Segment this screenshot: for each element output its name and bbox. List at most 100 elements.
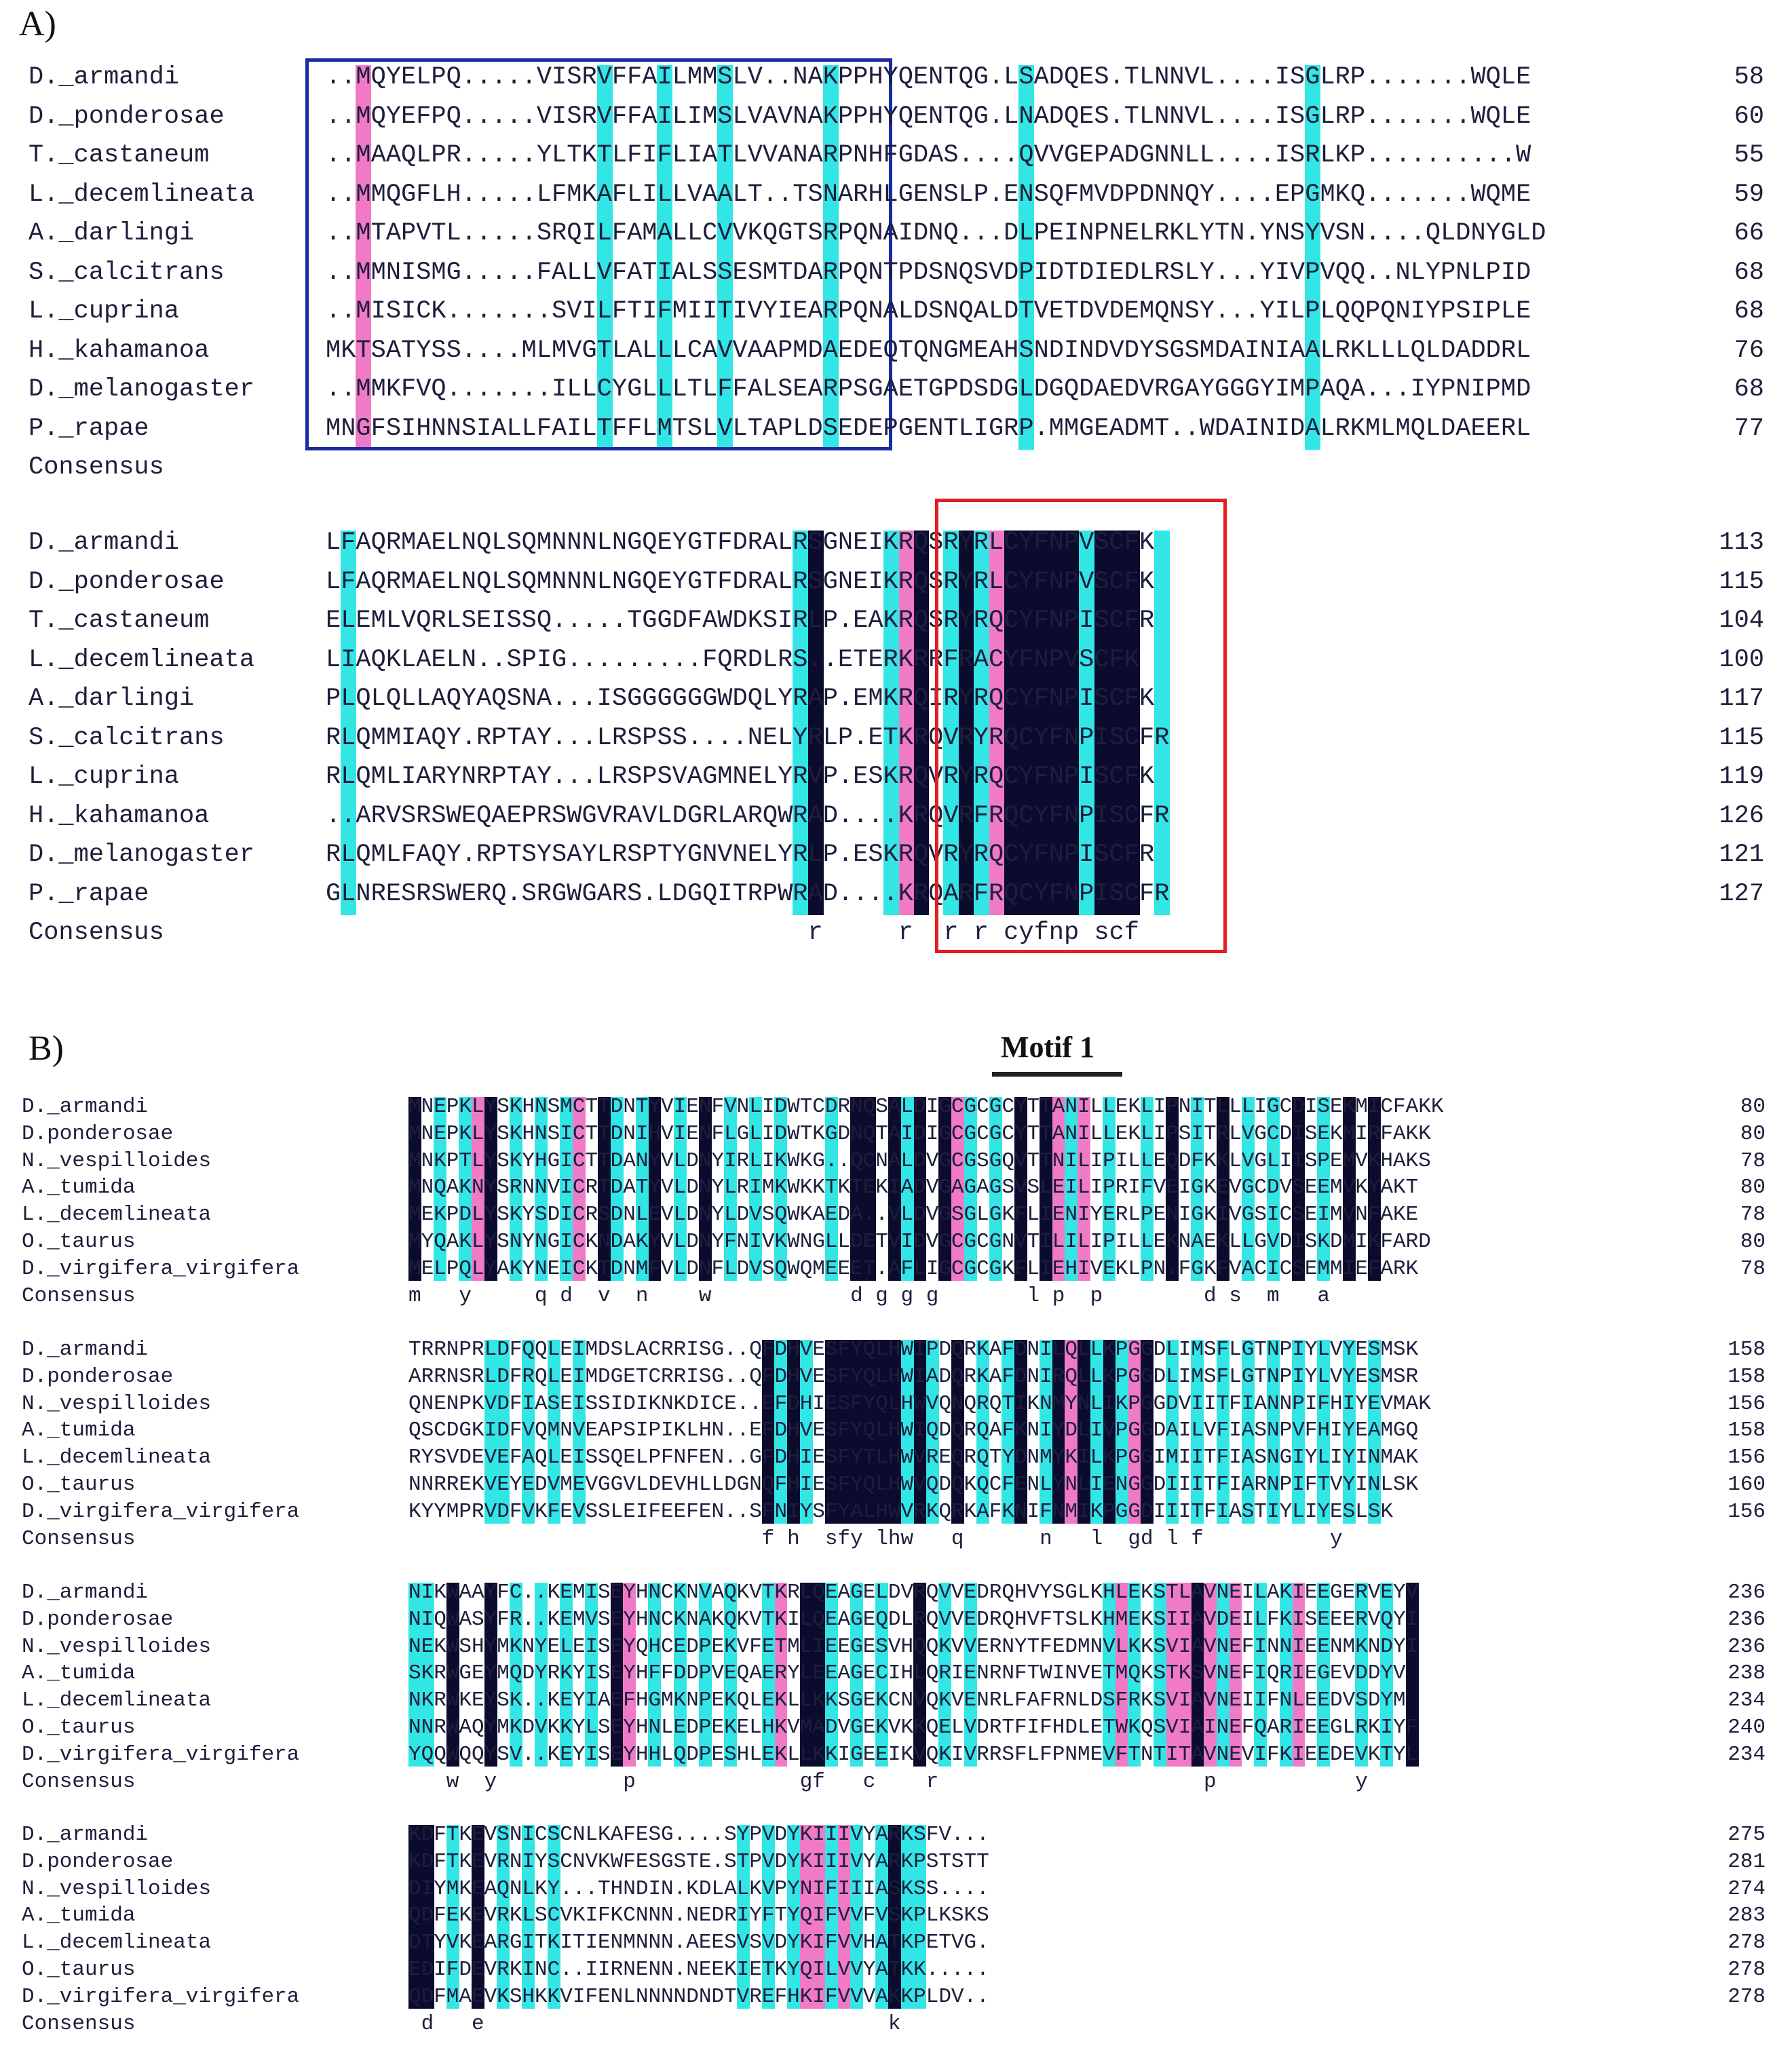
conserved-column-highlight — [1033, 531, 1050, 915]
conserved-column-highlight — [1166, 1097, 1179, 1281]
conserved-column-highlight — [560, 1583, 573, 1767]
conserved-column-highlight — [341, 531, 357, 915]
conserved-column-highlight — [1115, 1583, 1128, 1767]
conserved-column-highlight — [509, 1097, 522, 1281]
sequence: MYQAKLYSNYNGICKNDAKYVLDNYFNIVKWNGLLDETVI… — [408, 1230, 1431, 1254]
residue-count: 275 — [1728, 1823, 1766, 1847]
conserved-column-highlight — [522, 1340, 535, 1524]
conserved-column-highlight — [459, 1097, 472, 1281]
conserved-column-highlight — [598, 1097, 611, 1281]
sequence-name: L._decemlineata — [22, 1931, 212, 1955]
residue-count: 283 — [1728, 1904, 1766, 1928]
sequence-name: A._tumida — [22, 1661, 136, 1686]
sequence: RLQMLIARYNRPTAY...LRSPSVAGMNELYRVP.ESKRQ… — [326, 763, 1155, 791]
sequence-name: L._decemlineata — [28, 645, 255, 674]
residue-count: 236 — [1728, 1634, 1766, 1659]
conserved-column-highlight — [1140, 1097, 1154, 1281]
conserved-column-highlight — [560, 1097, 573, 1281]
conserved-column-highlight — [1241, 1340, 1255, 1524]
sequence-name: D._melanogaster — [28, 841, 255, 869]
sequence-name: A._tumida — [22, 1176, 136, 1200]
motif-1-bar — [992, 1072, 1122, 1077]
conserved-column-highlight — [850, 1340, 864, 1524]
conserved-column-highlight — [888, 1340, 901, 1524]
sequence: RYSVDEVEFAQLEISSQELPFNFEN..GFDHIESFYTLHW… — [408, 1446, 1419, 1470]
residue-count: 113 — [1719, 528, 1764, 557]
residue-count: 126 — [1719, 801, 1764, 830]
residue-count: 236 — [1728, 1581, 1766, 1604]
conserved-column-highlight — [898, 531, 914, 915]
residue-count: 234 — [1728, 1689, 1766, 1713]
sequence-name: D.ponderosae — [22, 1121, 174, 1146]
conserved-column-highlight — [1267, 1340, 1280, 1524]
sequence: KYYMPRVDFVKFEVSSLEIFEEFEN..SFNIYSFYALHWV… — [408, 1499, 1394, 1524]
conserved-column-highlight — [673, 1583, 687, 1767]
consensus-label: Consensus — [28, 453, 164, 482]
sequence-name: H._kahamanoa — [28, 801, 210, 830]
residue-count: 80 — [1740, 1230, 1766, 1254]
conserved-column-highlight — [1317, 1097, 1331, 1281]
residue-count: 115 — [1719, 723, 1764, 752]
conserved-column-highlight — [1191, 1583, 1204, 1767]
residue-count: 78 — [1740, 1203, 1766, 1227]
conserved-column-highlight — [408, 1097, 421, 1281]
conserved-column-highlight — [1063, 531, 1080, 915]
conserved-column-highlight — [822, 65, 839, 450]
conserved-column-highlight — [1267, 1097, 1280, 1281]
conserved-column-highlight — [807, 531, 824, 915]
conserved-column-highlight — [913, 1825, 927, 2009]
sequence: DTYVKEARGITKITIENMNNN.AEESVSVDYKIFVVHATK… — [408, 1931, 989, 1955]
sequence-name: D.ponderosae — [22, 1849, 174, 1874]
conserved-column-highlight — [824, 1583, 838, 1767]
conserved-column-highlight — [1103, 1340, 1116, 1524]
conserved-column-highlight — [837, 1340, 851, 1524]
conserved-column-highlight — [1241, 1097, 1255, 1281]
conserved-column-highlight — [585, 1583, 598, 1767]
sequence: MNGFSIHNNSIALLFAILTFFLMTSLVLTAPLDSEDEPGE… — [326, 414, 1531, 443]
conserved-column-highlight — [1103, 1097, 1116, 1281]
residue-count: 80 — [1740, 1176, 1766, 1200]
conserved-column-highlight — [522, 1825, 535, 2009]
motif-1-label: Motif 1 — [1001, 1030, 1095, 1064]
conserved-column-highlight — [1014, 1340, 1027, 1524]
conserved-column-highlight — [421, 1583, 434, 1767]
sequence: LFAQRMAELNQLSQMNNNLNGQEYGTFDRALRSGNEIKRQ… — [326, 567, 1155, 596]
conserved-column-highlight — [610, 1097, 624, 1281]
conserved-column-highlight — [824, 1097, 838, 1281]
sequence: DIYMKEAQNLKY...THNDIN.KDLALKVPYNIFIIIASK… — [408, 1876, 989, 1901]
sequence: ..ARVSRSWEQAEPRSWGVRAVLDGRLARQWRAD....KR… — [326, 801, 1170, 830]
sequence-name: D._melanogaster — [28, 375, 255, 404]
residue-count: 115 — [1719, 567, 1764, 596]
conserved-column-highlight — [1342, 1097, 1356, 1281]
conserved-column-highlight — [596, 65, 613, 450]
conserved-motif-box — [935, 499, 1227, 953]
panel-a-label: A) — [19, 5, 56, 43]
conserved-column-highlight — [951, 1097, 964, 1281]
conserved-column-highlight — [883, 531, 899, 915]
residue-count: 121 — [1719, 841, 1764, 869]
consensus-sequence: f h sfy lhw q n l gd l f y — [408, 1526, 1394, 1551]
conserved-column-highlight — [1154, 531, 1170, 915]
sequence: ARRNSRLDFRQLEIMDGETCRRISG..QFDHVESFYQLHW… — [408, 1364, 1419, 1389]
conserved-column-highlight — [850, 1583, 864, 1767]
sequence-name: O._taurus — [22, 1473, 136, 1497]
conserved-column-highlight — [1367, 1097, 1381, 1281]
conserved-column-highlight — [698, 1583, 712, 1767]
conserved-column-highlight — [1018, 531, 1035, 915]
conserved-column-highlight — [1048, 531, 1065, 915]
conserved-column-highlight — [1203, 1583, 1217, 1767]
conserved-column-highlight — [1254, 1583, 1267, 1767]
sequence: LFAQRMAELNQLSQMNNNLNGQEYGTFDRALRSGNEIKRQ… — [326, 528, 1155, 557]
conserved-column-highlight — [572, 1097, 586, 1281]
conserved-column-highlight — [356, 65, 372, 450]
conserved-column-highlight — [497, 1340, 510, 1524]
conserved-column-highlight — [875, 1825, 889, 2009]
sequence-name: O._taurus — [22, 1958, 136, 1982]
sequence: ..MTAPVTL.....SRQILFAMALLCVVKQGTSRPQNAID… — [326, 219, 1546, 248]
sequence-name: D._virgifera_virgifera — [22, 1984, 300, 2009]
sequence: ..MISICK.......SVILFTIFMIITIVYIEARPQNALD… — [326, 297, 1531, 326]
sequence-name: L._cuprina — [28, 763, 180, 791]
sequence-name: P._rapae — [28, 879, 149, 908]
sequence: MKTSATYSS....MLMVGTLALLLCAVVAAPMDAEDEQTQ… — [326, 336, 1531, 365]
conserved-column-highlight — [787, 1340, 801, 1524]
